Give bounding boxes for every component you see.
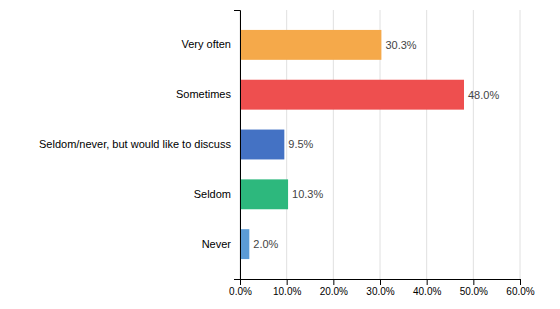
- x-tick: 30.0%: [366, 279, 394, 297]
- y-tick: Seldom: [194, 188, 231, 200]
- data-label: 30.3%: [385, 39, 416, 51]
- x-tick-label: 10.0%: [273, 286, 301, 297]
- x-tick-label: 40.0%: [413, 286, 441, 297]
- x-tick: 0.0%: [229, 279, 252, 297]
- y-tick-label: Never: [202, 238, 232, 250]
- chart: 0.0% 10.0% 20.0% 30.0% 40.0% 50.0% 60.0% Very o…: [0, 0, 560, 309]
- y-tick: Sometimes: [176, 88, 232, 100]
- y-tick: Never: [202, 238, 232, 250]
- bar: [240, 80, 464, 110]
- data-labels: 30.3% 48.0% 9.5% 10.3% 2.0%: [253, 39, 499, 250]
- grid-line: [473, 10, 474, 279]
- x-tick-mark: [473, 279, 474, 285]
- y-tick: Seldom/never, but would like to discuss: [39, 138, 231, 150]
- x-tick-mark: [333, 279, 334, 285]
- x-tick-mark: [287, 279, 288, 285]
- x-tick-label: 50.0%: [460, 286, 488, 297]
- data-label: 10.3%: [292, 188, 323, 200]
- bars: [240, 30, 464, 259]
- y-axis-line: [234, 11, 241, 280]
- y-tick-label: Very often: [181, 38, 231, 50]
- x-tick-label: 0.0%: [229, 286, 252, 297]
- bar: [240, 179, 288, 209]
- bar: [240, 229, 249, 259]
- x-tick-mark: [520, 279, 521, 285]
- x-axis: 0.0% 10.0% 20.0% 30.0% 40.0% 50.0% 60.0%: [229, 279, 535, 297]
- x-tick: 10.0%: [273, 279, 301, 297]
- x-axis-line: [241, 280, 521, 286]
- grid-line: [426, 10, 427, 279]
- bar: [240, 130, 284, 160]
- data-label: 9.5%: [288, 138, 313, 150]
- y-tick-label: Sometimes: [176, 88, 232, 100]
- y-tick-label: Seldom/never, but would like to discuss: [39, 138, 231, 150]
- x-tick-label: 60.0%: [506, 286, 534, 297]
- data-label: 48.0%: [468, 89, 499, 101]
- grid-line: [520, 10, 521, 279]
- bar: [240, 30, 381, 60]
- y-tick-label: Seldom: [194, 188, 231, 200]
- x-tick: 50.0%: [460, 279, 488, 297]
- x-tick-label: 20.0%: [320, 286, 348, 297]
- x-tick: 40.0%: [413, 279, 441, 297]
- x-tick: 20.0%: [320, 279, 348, 297]
- data-label: 2.0%: [253, 238, 278, 250]
- plot: 0.0% 10.0% 20.0% 30.0% 40.0% 50.0% 60.0% Very o…: [39, 10, 535, 297]
- y-tick: Very often: [181, 38, 231, 50]
- x-tick-label: 30.0%: [366, 286, 394, 297]
- x-tick-mark: [380, 279, 381, 285]
- x-tick: 60.0%: [506, 279, 534, 297]
- x-tick-mark: [427, 279, 428, 285]
- grid: [240, 10, 520, 279]
- y-axis: Very often Sometimes Seldom/never, but wou…: [39, 11, 241, 280]
